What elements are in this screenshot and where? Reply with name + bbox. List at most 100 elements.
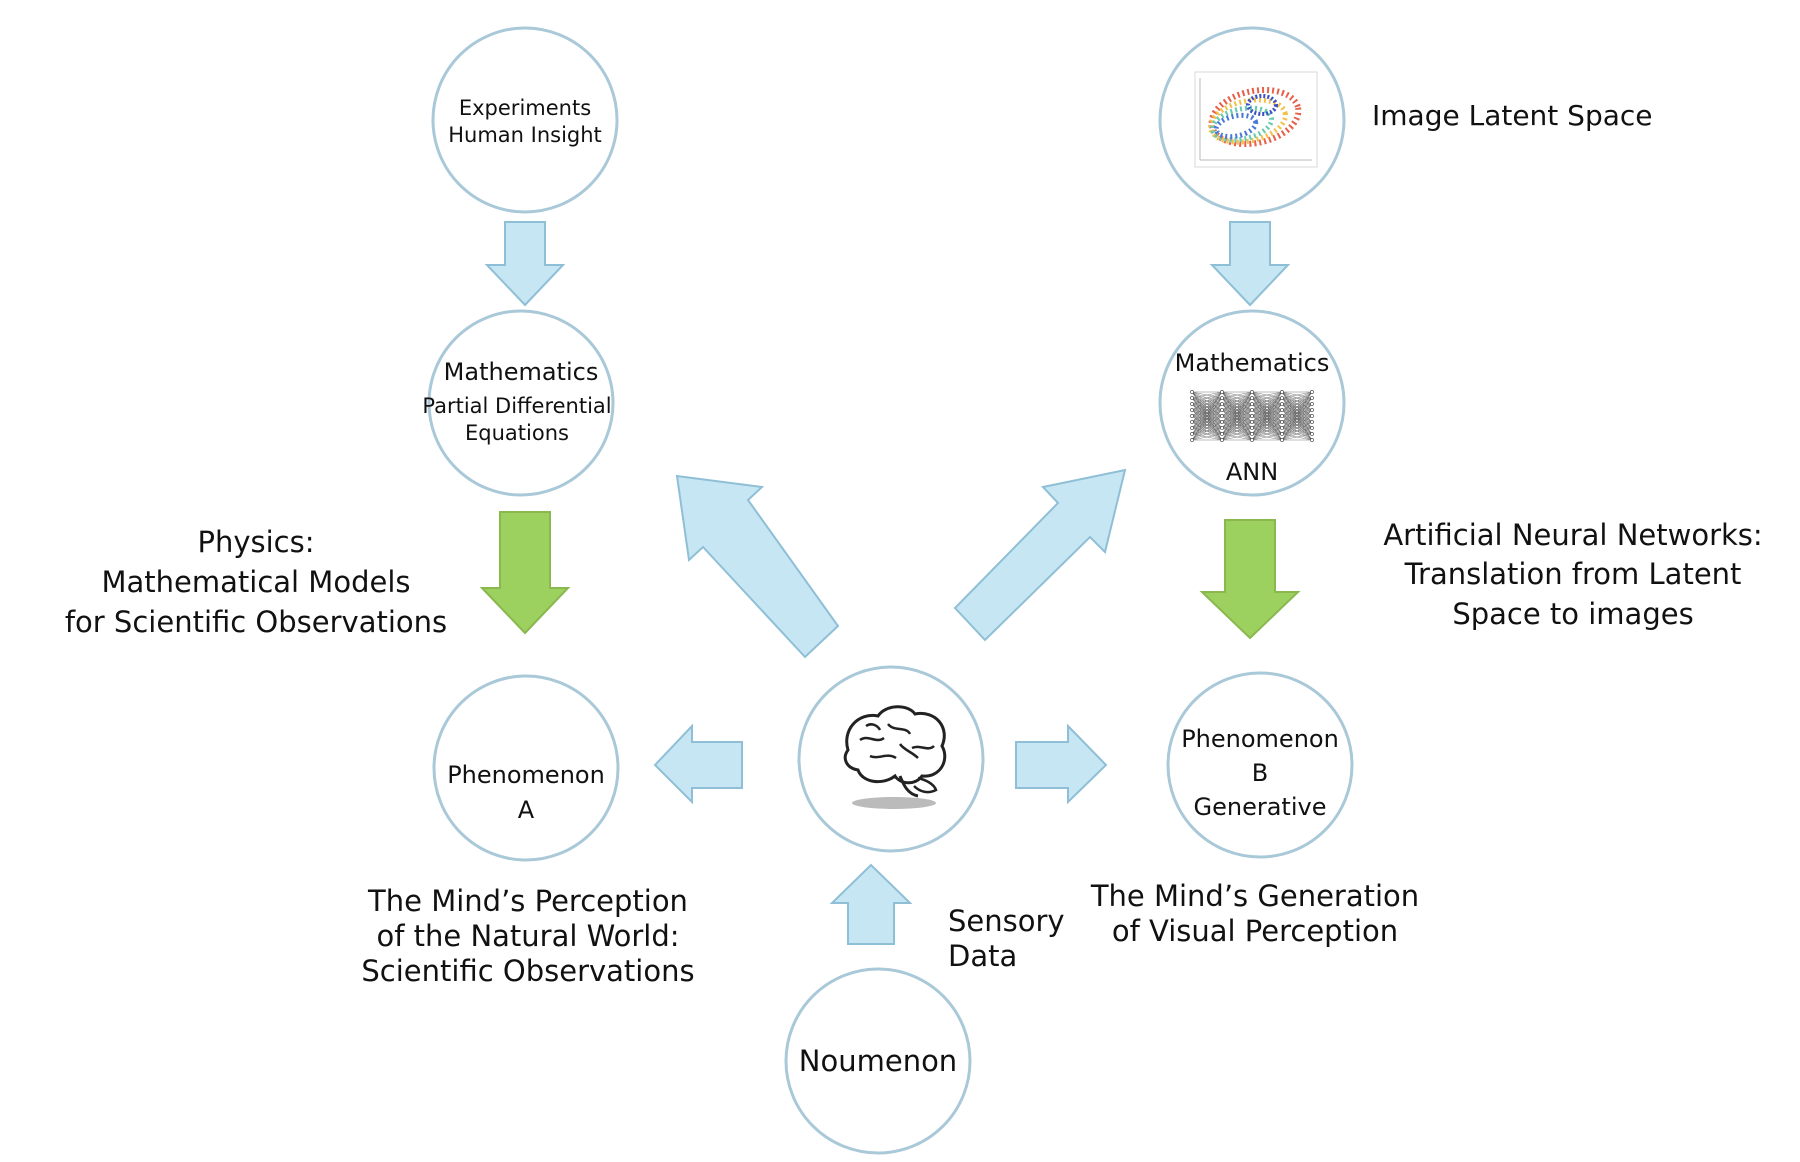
nn-node bbox=[1190, 438, 1194, 442]
math-left-sub2: Equations bbox=[465, 421, 569, 445]
node-phenomenon-b bbox=[1166, 671, 1354, 859]
nn-node bbox=[1280, 420, 1284, 424]
latent-space-scatter-icon bbox=[1194, 71, 1318, 168]
arrow-experiments-to-math bbox=[484, 221, 566, 307]
sensory-data-label: Sensory Data bbox=[948, 904, 1065, 973]
nn-edge bbox=[1251, 427, 1283, 441]
nn-node bbox=[1250, 438, 1254, 442]
ann-label: Artificial Neural Networks: Translation … bbox=[1383, 518, 1762, 631]
nn-node bbox=[1280, 414, 1284, 418]
nn-edge bbox=[1251, 391, 1283, 405]
nn-node bbox=[1190, 432, 1194, 436]
math-right-sub: ANN bbox=[1226, 458, 1278, 486]
nn-edge bbox=[1281, 397, 1313, 441]
image-latent-space-label: Image Latent Space bbox=[1372, 99, 1653, 132]
nn-edge bbox=[1191, 427, 1223, 441]
nn-edge bbox=[1281, 433, 1313, 441]
nn-edge bbox=[1221, 409, 1253, 441]
phenomenon-b-line3: Generative bbox=[1194, 793, 1327, 821]
ann-line1: Artificial Neural Networks: bbox=[1383, 518, 1762, 552]
experiments-line2: Human Insight bbox=[448, 123, 602, 147]
node-math-left bbox=[427, 309, 615, 497]
nn-node bbox=[1280, 432, 1284, 436]
nn-edge bbox=[1221, 391, 1253, 435]
nn-node bbox=[1220, 390, 1224, 394]
nn-node bbox=[1220, 408, 1224, 412]
nn-edge bbox=[1221, 427, 1253, 441]
nn-edge bbox=[1281, 391, 1313, 441]
nn-node bbox=[1250, 420, 1254, 424]
nn-edge bbox=[1221, 391, 1253, 429]
nn-edge bbox=[1251, 391, 1283, 417]
nn-edge bbox=[1191, 391, 1223, 411]
nn-edge bbox=[1251, 403, 1283, 441]
nn-edge bbox=[1251, 391, 1283, 441]
node-experiments bbox=[431, 26, 619, 214]
nn-edge bbox=[1281, 391, 1313, 399]
nn-node bbox=[1250, 408, 1254, 412]
nn-node bbox=[1220, 414, 1224, 418]
nn-edge bbox=[1221, 415, 1253, 441]
nn-edge bbox=[1221, 391, 1253, 423]
arrow-mind-to-math-left bbox=[675, 474, 840, 659]
nn-edge bbox=[1281, 391, 1313, 423]
nn-edge bbox=[1191, 391, 1223, 405]
nn-edge bbox=[1251, 391, 1283, 399]
arrow-noumenon-to-mind bbox=[829, 863, 913, 945]
nn-edge bbox=[1281, 391, 1313, 411]
nn-edge bbox=[1251, 391, 1283, 435]
phenomenon-b-line1: Phenomenon bbox=[1181, 725, 1339, 753]
arrow-mind-to-phenomenon-a bbox=[653, 723, 743, 805]
nn-edge bbox=[1221, 421, 1253, 441]
math-left-title: Mathematics bbox=[444, 358, 599, 386]
nn-edge bbox=[1281, 415, 1313, 441]
phenomenon-b-line2: B bbox=[1252, 759, 1268, 787]
physics-line2: Mathematical Models bbox=[101, 565, 410, 599]
nn-node bbox=[1280, 390, 1284, 394]
arrow-latent-to-math bbox=[1209, 221, 1291, 307]
arrow-math-to-phenomenon-b bbox=[1199, 519, 1301, 640]
math-left-sub1: Partial Differential bbox=[422, 394, 611, 418]
nn-node bbox=[1310, 396, 1314, 400]
nn-edge bbox=[1281, 421, 1313, 441]
phenomenon-a-line1: Phenomenon bbox=[447, 761, 605, 789]
nn-edge bbox=[1281, 391, 1313, 405]
nn-node bbox=[1310, 432, 1314, 436]
nn-edge bbox=[1251, 421, 1283, 441]
nn-edge bbox=[1191, 421, 1223, 441]
nn-node bbox=[1220, 432, 1224, 436]
nn-edge bbox=[1281, 391, 1313, 417]
perception-line1: The Mind’s Perception bbox=[367, 884, 688, 918]
brain-icon bbox=[843, 705, 947, 809]
nn-node bbox=[1220, 426, 1224, 430]
nn-node bbox=[1310, 426, 1314, 430]
perception-line3: Scientific Observations bbox=[361, 954, 694, 988]
node-phenomenon-a bbox=[432, 674, 620, 862]
physics-line3: for Scientific Observations bbox=[65, 605, 447, 639]
generation-label: The Mind’s Generation of Visual Percepti… bbox=[1090, 879, 1419, 948]
nn-edge bbox=[1191, 397, 1223, 441]
nn-node bbox=[1220, 438, 1224, 442]
nn-edge bbox=[1191, 391, 1223, 417]
nn-node bbox=[1250, 390, 1254, 394]
nn-edge bbox=[1191, 403, 1223, 441]
sensory-line2: Data bbox=[948, 939, 1017, 973]
nn-edge bbox=[1281, 403, 1313, 441]
generation-line1: The Mind’s Generation bbox=[1090, 879, 1419, 913]
nn-node bbox=[1190, 390, 1194, 394]
nn-node bbox=[1250, 414, 1254, 418]
nn-node bbox=[1280, 438, 1284, 442]
nn-edge bbox=[1221, 433, 1253, 441]
nn-node bbox=[1310, 402, 1314, 406]
nn-node bbox=[1250, 396, 1254, 400]
nn-edge bbox=[1281, 427, 1313, 441]
arrow-math-to-phenomenon-a bbox=[479, 511, 571, 635]
nn-node bbox=[1190, 414, 1194, 418]
nn-node bbox=[1220, 396, 1224, 400]
nn-node bbox=[1310, 420, 1314, 424]
nn-edge bbox=[1191, 391, 1223, 441]
physics-label: Physics: Mathematical Models for Scienti… bbox=[65, 525, 447, 639]
nn-node bbox=[1190, 402, 1194, 406]
nn-edge bbox=[1251, 391, 1283, 411]
